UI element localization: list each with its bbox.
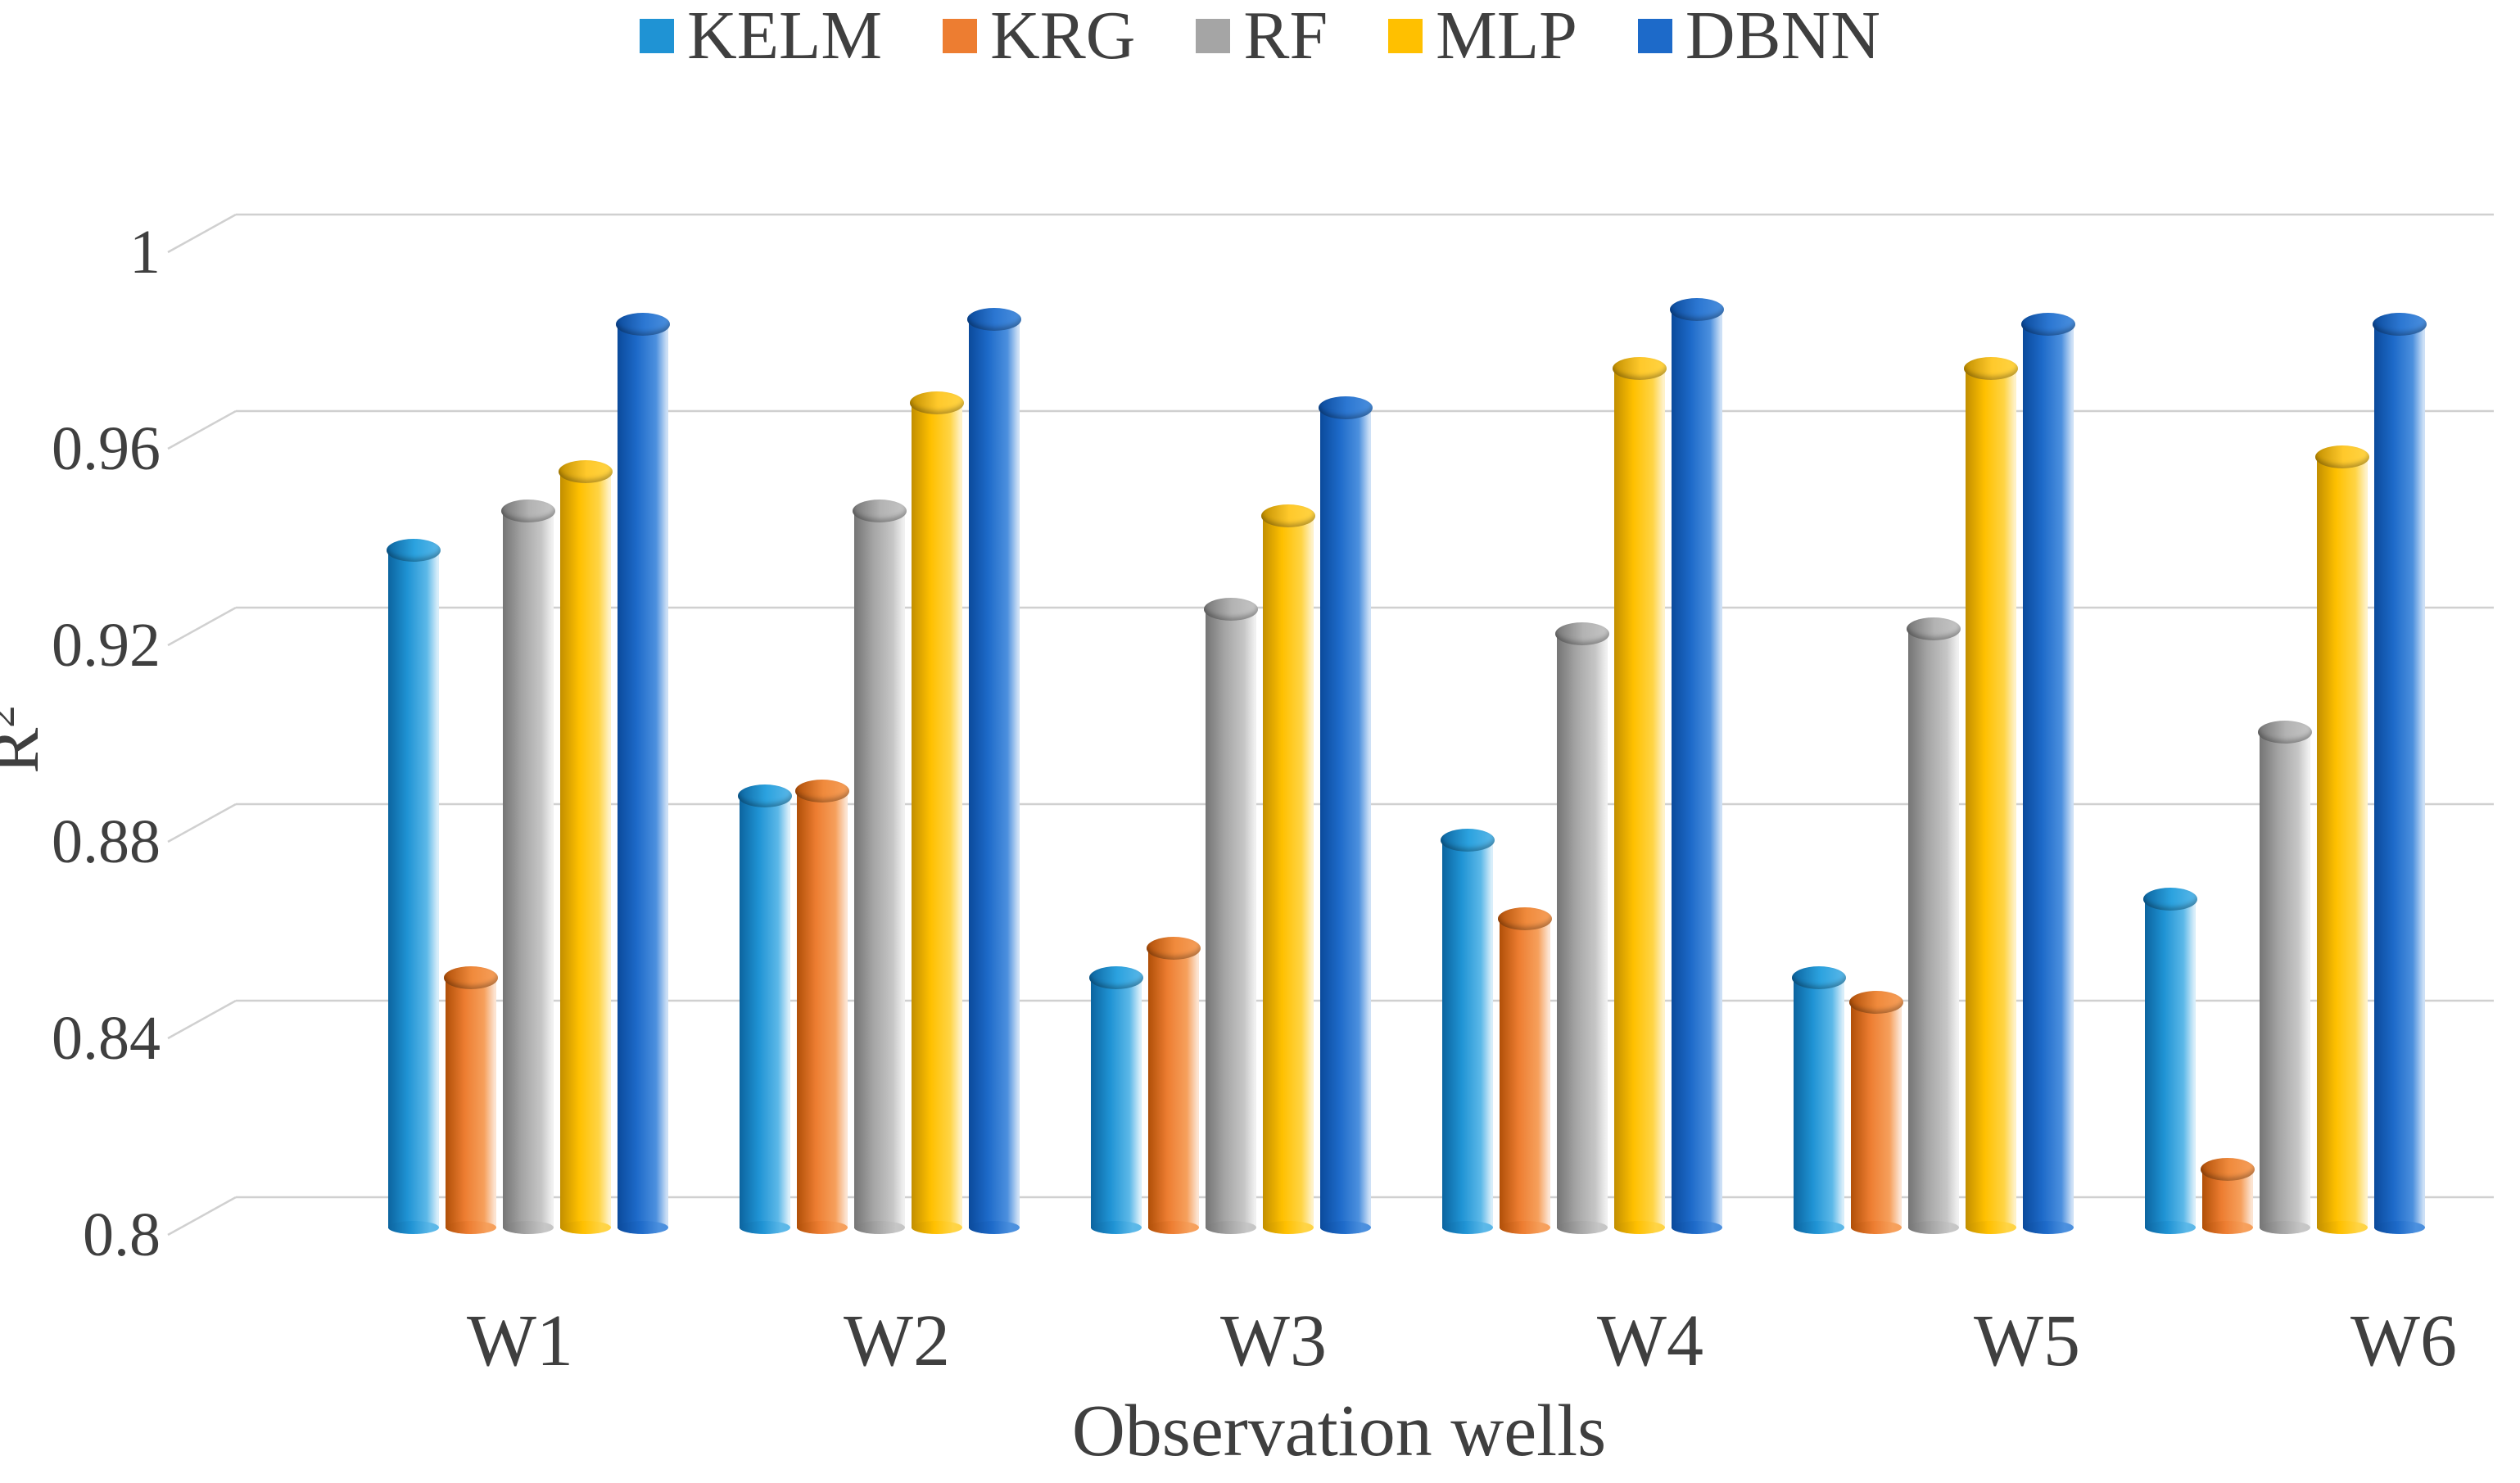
- legend-swatch-kelm: [640, 19, 675, 53]
- y-axis-title-exponent: 2: [0, 705, 24, 728]
- bar-w6-kelm: [2143, 888, 2197, 1234]
- x-category-label-w3: W3: [1220, 1300, 1327, 1381]
- bar-w6-dbnn: [2373, 313, 2427, 1234]
- legend-label: RF: [1243, 0, 1328, 74]
- bar-w6-rf: [2258, 721, 2312, 1234]
- legend-label: MLP: [1436, 0, 1577, 74]
- axis-depth-connector: [167, 803, 237, 843]
- legend-swatch-krg: [943, 19, 978, 53]
- axis-depth-connector: [167, 409, 237, 450]
- legend-swatch-rf: [1196, 19, 1231, 53]
- x-category-label-w2: W2: [844, 1300, 950, 1381]
- legend-item-kelm: KELM: [640, 2, 882, 70]
- bar-w1-mlp: [559, 460, 613, 1234]
- chart-legend: KELM KRG RF MLP DBNN: [0, 2, 2520, 70]
- axis-depth-connector: [167, 1196, 237, 1237]
- bar-w4-rf: [1555, 622, 1609, 1234]
- bar-w1-rf: [501, 500, 555, 1234]
- bar-w1-kelm: [387, 539, 441, 1234]
- bar-w2-dbnn: [967, 308, 1021, 1234]
- legend-swatch-dbnn: [1637, 19, 1672, 53]
- y-tick-label: 0.84: [52, 1004, 161, 1073]
- y-tick-label: 0.8: [83, 1200, 161, 1269]
- bar-w4-kelm: [1441, 829, 1495, 1234]
- axis-depth-connector: [167, 213, 237, 254]
- bar-w3-dbnn: [1319, 396, 1373, 1234]
- x-category-label-w4: W4: [1597, 1300, 1703, 1381]
- bar-w4-krg: [1498, 907, 1552, 1234]
- bar-w3-kelm: [1089, 966, 1143, 1234]
- bar-w2-mlp: [910, 391, 964, 1234]
- y-tick-label: 1: [129, 218, 161, 287]
- bar-w3-mlp: [1261, 504, 1315, 1234]
- y-axis-title: R2: [0, 705, 53, 774]
- axis-depth-connector: [167, 606, 237, 647]
- legend-label: DBNN: [1685, 0, 1880, 74]
- y-tick-label: 0.92: [52, 611, 161, 680]
- legend-label: KELM: [687, 0, 883, 74]
- bar-w5-rf: [1907, 617, 1961, 1234]
- bar-w4-dbnn: [1670, 298, 1724, 1234]
- bar-w4-mlp: [1613, 357, 1667, 1234]
- legend-item-rf: RF: [1196, 2, 1328, 70]
- bar-w1-krg: [444, 966, 498, 1234]
- bar-w2-kelm: [738, 784, 792, 1234]
- bar-w5-krg: [1849, 991, 1903, 1234]
- bar-w2-rf: [853, 500, 907, 1234]
- legend-item-mlp: MLP: [1388, 2, 1577, 70]
- x-axis-title: Observation wells: [1071, 1390, 1607, 1472]
- y-tick-label: 0.88: [52, 807, 161, 876]
- bar-w6-mlp: [2315, 445, 2369, 1234]
- legend-item-krg: KRG: [943, 2, 1135, 70]
- y-tick-label: 0.96: [52, 414, 161, 483]
- y-axis-title-base: R: [0, 728, 53, 774]
- bar-w2-krg: [795, 780, 849, 1234]
- axis-depth-connector: [167, 999, 237, 1040]
- legend-label: KRG: [990, 0, 1136, 74]
- x-category-label-w5: W5: [1974, 1300, 2080, 1381]
- bar-w6-krg: [2201, 1158, 2255, 1234]
- legend-swatch-mlp: [1388, 19, 1423, 53]
- bar-w5-mlp: [1964, 357, 2018, 1234]
- bar-w5-kelm: [1792, 966, 1846, 1234]
- x-category-label-w6: W6: [2350, 1300, 2457, 1381]
- bar-w3-krg: [1147, 937, 1201, 1234]
- legend-item-dbnn: DBNN: [1637, 0, 1880, 74]
- bar-w3-rf: [1204, 598, 1258, 1234]
- x-category-label-w1: W1: [467, 1300, 573, 1381]
- bar-w1-dbnn: [616, 313, 670, 1234]
- bar-w5-dbnn: [2021, 313, 2075, 1234]
